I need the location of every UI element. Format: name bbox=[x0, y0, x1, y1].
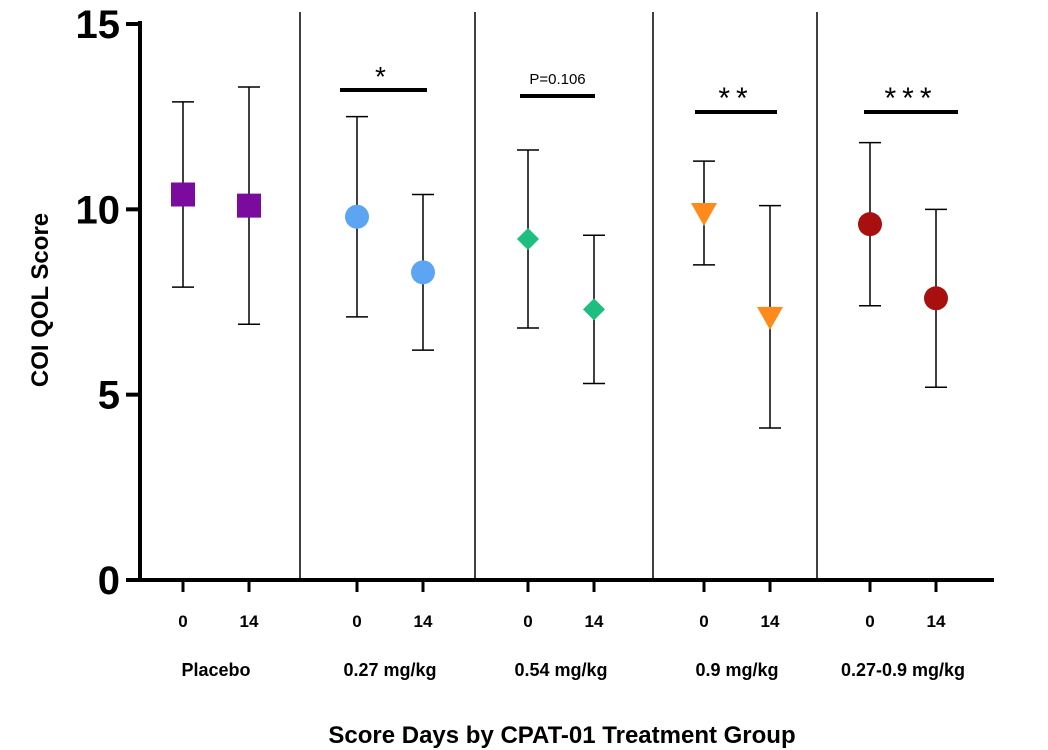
x-tick-label: 0 bbox=[352, 612, 361, 631]
group-dividers bbox=[299, 12, 818, 580]
x-group-label: 0.27-0.9 mg/kg bbox=[841, 660, 965, 680]
x-group-label: 0.54 mg/kg bbox=[514, 660, 607, 680]
y-tick-label: 15 bbox=[76, 3, 121, 47]
data-point-square bbox=[171, 182, 195, 207]
significance-label: * bbox=[375, 61, 392, 92]
data-point-triangle bbox=[757, 306, 783, 330]
data-point-circle bbox=[924, 286, 948, 311]
significance-label: P=0.106 bbox=[529, 71, 585, 88]
data-point-triangle bbox=[691, 203, 717, 227]
x-group-label: 0.9 mg/kg bbox=[695, 660, 778, 680]
x-tick-label: 0 bbox=[523, 612, 532, 631]
data-point-circle bbox=[858, 212, 882, 237]
y-axis: 0 5 10 15 bbox=[76, 3, 142, 603]
data-point-circle bbox=[345, 204, 369, 229]
data-marks: * P=0.106** *** bbox=[171, 61, 958, 429]
x-tick-label: 14 bbox=[761, 612, 780, 631]
x-tick-label: 0 bbox=[699, 612, 708, 631]
y-tick-label: 10 bbox=[76, 188, 121, 232]
x-group-label: 0.27 mg/kg bbox=[343, 660, 436, 680]
x-tick-label: 14 bbox=[927, 612, 946, 631]
y-tick-label: 0 bbox=[98, 559, 120, 603]
x-tick-label: 0 bbox=[178, 612, 187, 631]
x-tick-label: 0 bbox=[865, 612, 874, 631]
x-group-label: Placebo bbox=[181, 660, 250, 680]
data-point-diamond bbox=[583, 298, 605, 321]
significance-label: *** bbox=[884, 82, 937, 115]
x-tick-label: 14 bbox=[240, 612, 259, 631]
data-point-circle bbox=[411, 260, 435, 285]
significance-label: ** bbox=[718, 82, 753, 115]
y-tick-label: 5 bbox=[98, 374, 120, 418]
x-axis-title: Score Days by CPAT-01 Treatment Group bbox=[328, 722, 795, 749]
data-point-square bbox=[237, 193, 261, 218]
data-point-diamond bbox=[517, 227, 539, 250]
x-tick-label: 14 bbox=[414, 612, 433, 631]
y-axis-title: COI QOL Score bbox=[27, 213, 54, 387]
x-tick-label: 14 bbox=[585, 612, 604, 631]
x-axis: Placebo 0 14 0.27 mg/kg 0 14 0.54 mg/kg 0 14 0.9 … bbox=[138, 578, 994, 680]
